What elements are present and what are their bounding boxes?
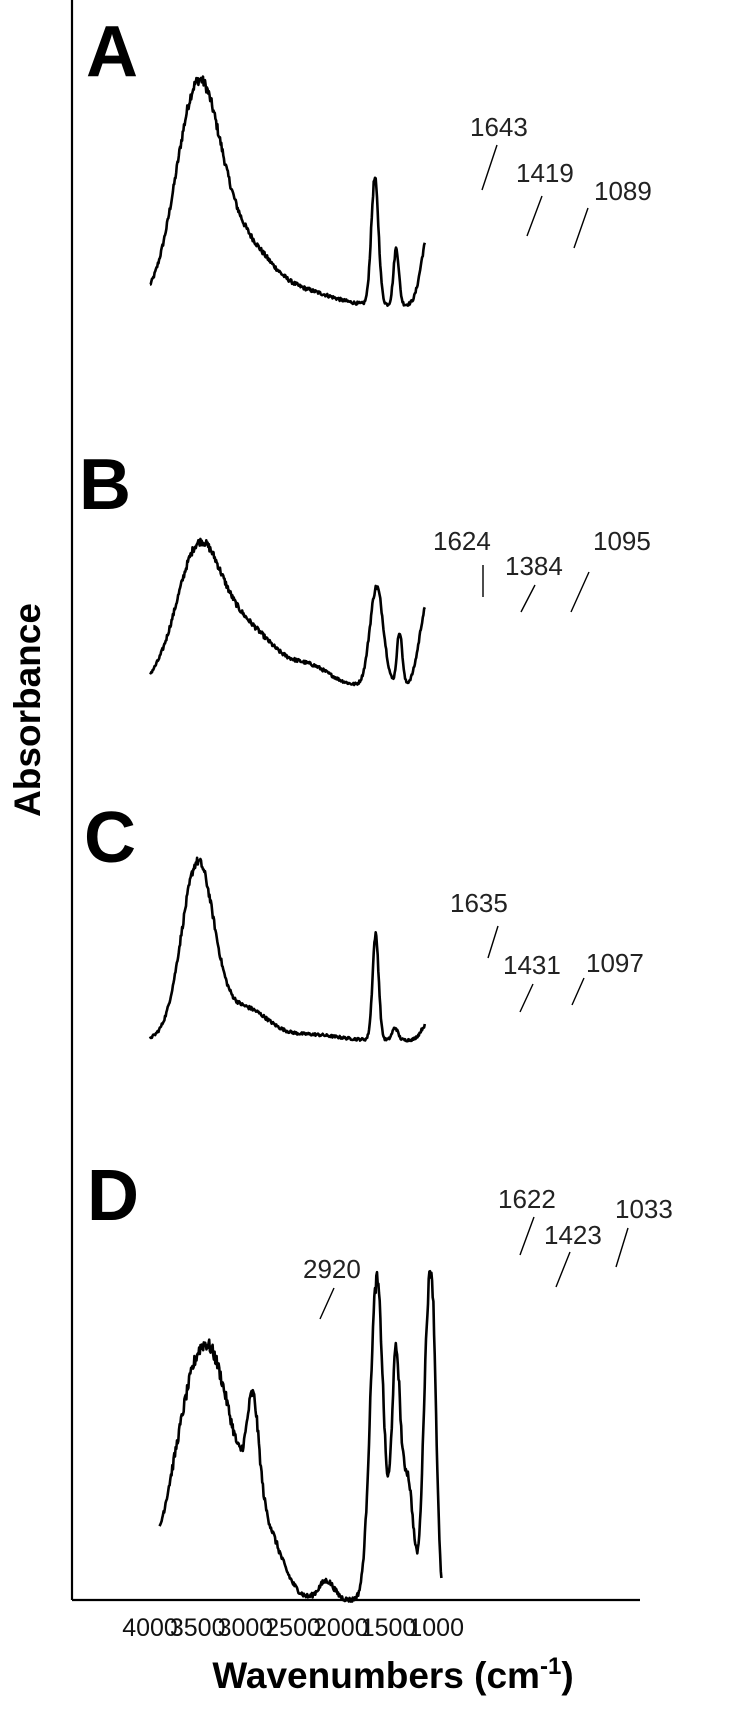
- peak-annotation: 1423: [544, 1220, 602, 1250]
- spectrum-trace-a: [149, 75, 427, 307]
- panel-d: D 2920 1622 1423 1033: [87, 1156, 673, 1603]
- annotation-line: [319, 1287, 335, 1320]
- x-tick-label: 3500: [170, 1614, 226, 1642]
- annotation-line: [615, 1227, 629, 1268]
- x-tick-label: 2500: [265, 1614, 321, 1642]
- x-tick-label: 3000: [218, 1614, 274, 1642]
- annotation-line: [519, 1216, 535, 1256]
- peak-annotation: 1033: [615, 1194, 673, 1224]
- spectrum-trace-d: [158, 1269, 443, 1603]
- panel-a: A 1643 1419 1089: [86, 12, 652, 307]
- x-axis-title-superscript: -1: [540, 1653, 561, 1680]
- peak-annotation: 1419: [516, 158, 574, 188]
- annotation-line: [570, 571, 590, 613]
- peak-annotation: 1384: [505, 551, 563, 581]
- x-tick-label: 1500: [361, 1614, 417, 1642]
- peak-annotation: 1624: [433, 526, 491, 556]
- annotation-line: [481, 144, 498, 191]
- x-axis-title: Wavenumbers (cm-1): [212, 1653, 573, 1696]
- peak-annotation: 1097: [586, 948, 644, 978]
- annotation-line: [555, 1251, 571, 1288]
- annotation-line: [571, 977, 585, 1006]
- annotation-line: [526, 195, 543, 237]
- annotation-line: [487, 925, 499, 959]
- annotation-line: [520, 584, 536, 613]
- peak-annotation: 1431: [503, 950, 561, 980]
- x-axis-title-text: Wavenumbers (cm: [212, 1655, 540, 1696]
- panel-label: D: [87, 1156, 139, 1236]
- x-tick-label: 1000: [408, 1614, 464, 1642]
- panel-label: B: [79, 445, 131, 525]
- x-axis-title-close: ): [561, 1655, 573, 1696]
- x-tick-labels: 4000 3500 3000 2500 2000 1500 1000: [122, 1614, 464, 1642]
- annotation-line: [573, 207, 589, 249]
- x-tick-label: 4000: [122, 1614, 178, 1642]
- panel-c: C 1635 1431 1097: [84, 798, 644, 1043]
- spectrum-trace-c: [148, 856, 427, 1043]
- y-axis-title: Absorbance: [7, 603, 48, 817]
- peak-annotation: 2920: [303, 1254, 361, 1284]
- peak-annotation: 1089: [594, 176, 652, 206]
- spectrum-trace-b: [149, 537, 426, 687]
- peak-annotation: 1643: [470, 112, 528, 142]
- x-tick-label: 2000: [313, 1614, 369, 1642]
- panel-b: B 1624 1384 1095: [79, 445, 651, 687]
- panel-label: C: [84, 798, 136, 878]
- peak-annotation: 1095: [593, 526, 651, 556]
- peak-annotation: 1622: [498, 1184, 556, 1214]
- annotation-line: [519, 983, 534, 1013]
- peak-annotation: 1635: [450, 888, 508, 918]
- panel-label: A: [86, 12, 138, 92]
